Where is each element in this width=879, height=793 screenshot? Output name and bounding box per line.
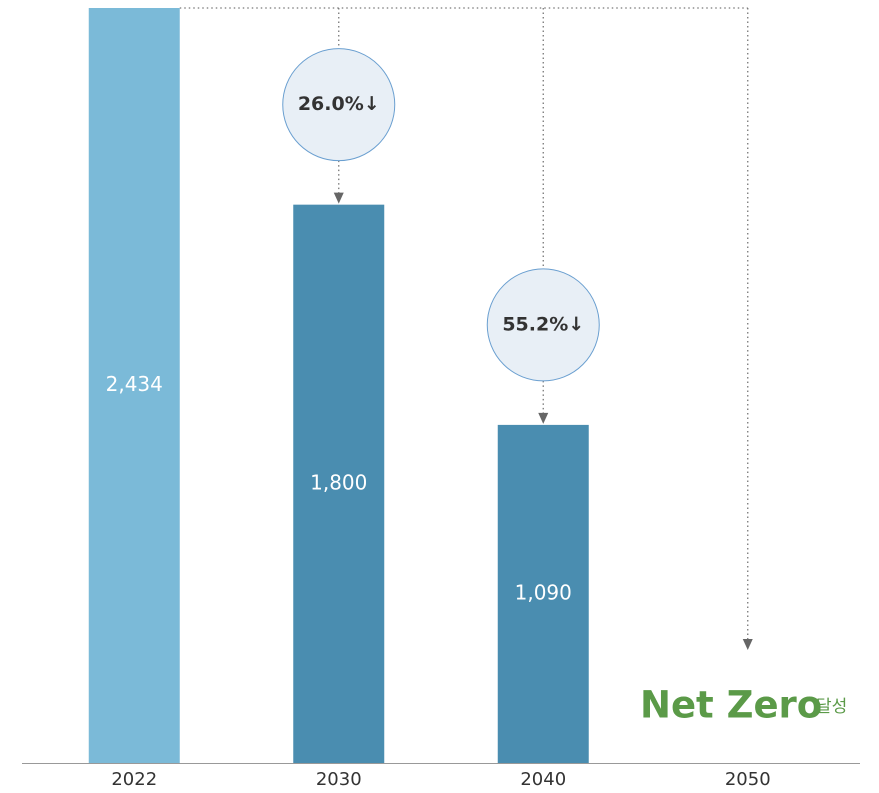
annotation: 26.0%↓	[298, 93, 380, 115]
annotation: 55.2%↓	[502, 313, 584, 335]
x-tick-label: 2022	[111, 769, 157, 790]
bar	[88, 8, 180, 763]
x-tick-label: 2040	[520, 769, 566, 790]
arrow-head	[333, 192, 344, 204]
bar	[293, 204, 385, 764]
arrow-head	[742, 639, 753, 650]
value-label: 1,090	[515, 580, 572, 604]
net-zero-label: Net Zero	[640, 684, 822, 727]
x-tick-label: 2030	[316, 769, 362, 790]
annotation-bubble	[282, 48, 396, 162]
arrow-head	[538, 412, 549, 424]
annotation-bubble	[486, 268, 600, 382]
value-label: 1,800	[310, 470, 367, 494]
x-tick-label: 2050	[725, 769, 771, 790]
value-label: 2,434	[106, 372, 163, 396]
bar	[497, 424, 589, 763]
net-zero-suffix: 달성	[816, 697, 847, 717]
